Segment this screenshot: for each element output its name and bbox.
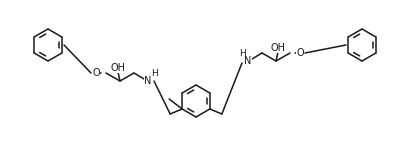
Text: N: N [144, 76, 152, 86]
Text: OH: OH [110, 63, 125, 73]
Text: O: O [296, 48, 304, 58]
Text: H: H [239, 49, 245, 58]
Text: H: H [151, 69, 157, 78]
Text: O: O [92, 68, 100, 78]
Text: N: N [244, 56, 252, 66]
Text: OH: OH [270, 43, 285, 53]
